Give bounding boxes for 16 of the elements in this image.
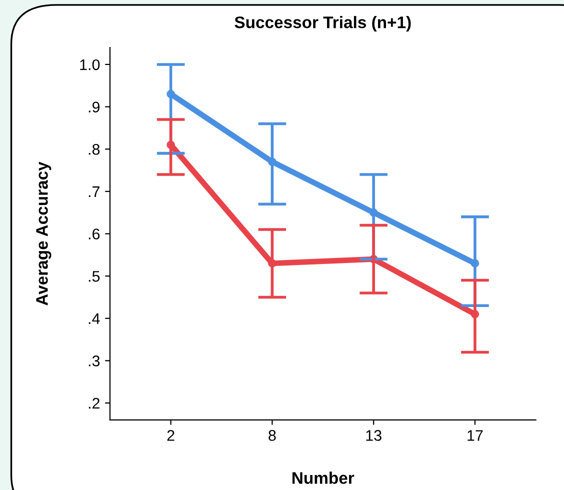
- x-tick-label: 17: [468, 430, 483, 441]
- x-tick-label: 13: [366, 430, 382, 441]
- chart-title: Successor Trials (n+1): [234, 16, 411, 32]
- y-tick-label: 1.0: [80, 59, 100, 70]
- y-tick-label: .8: [88, 144, 100, 155]
- y-tick-label: .9: [88, 102, 100, 112]
- y-axis-title: Average Accuracy: [36, 162, 52, 306]
- y-tick-label: .7: [88, 186, 100, 197]
- x-tick-label: 8: [268, 430, 276, 441]
- x-axis-title: Number: [292, 472, 354, 484]
- y-tick-label: .6: [88, 228, 100, 240]
- y-tick-label: .4: [88, 313, 100, 324]
- y-tick-label: .3: [88, 356, 100, 366]
- y-tick-label: .2: [88, 398, 100, 409]
- y-tick-label: .5: [88, 271, 100, 282]
- x-tick-label: 2: [167, 430, 174, 441]
